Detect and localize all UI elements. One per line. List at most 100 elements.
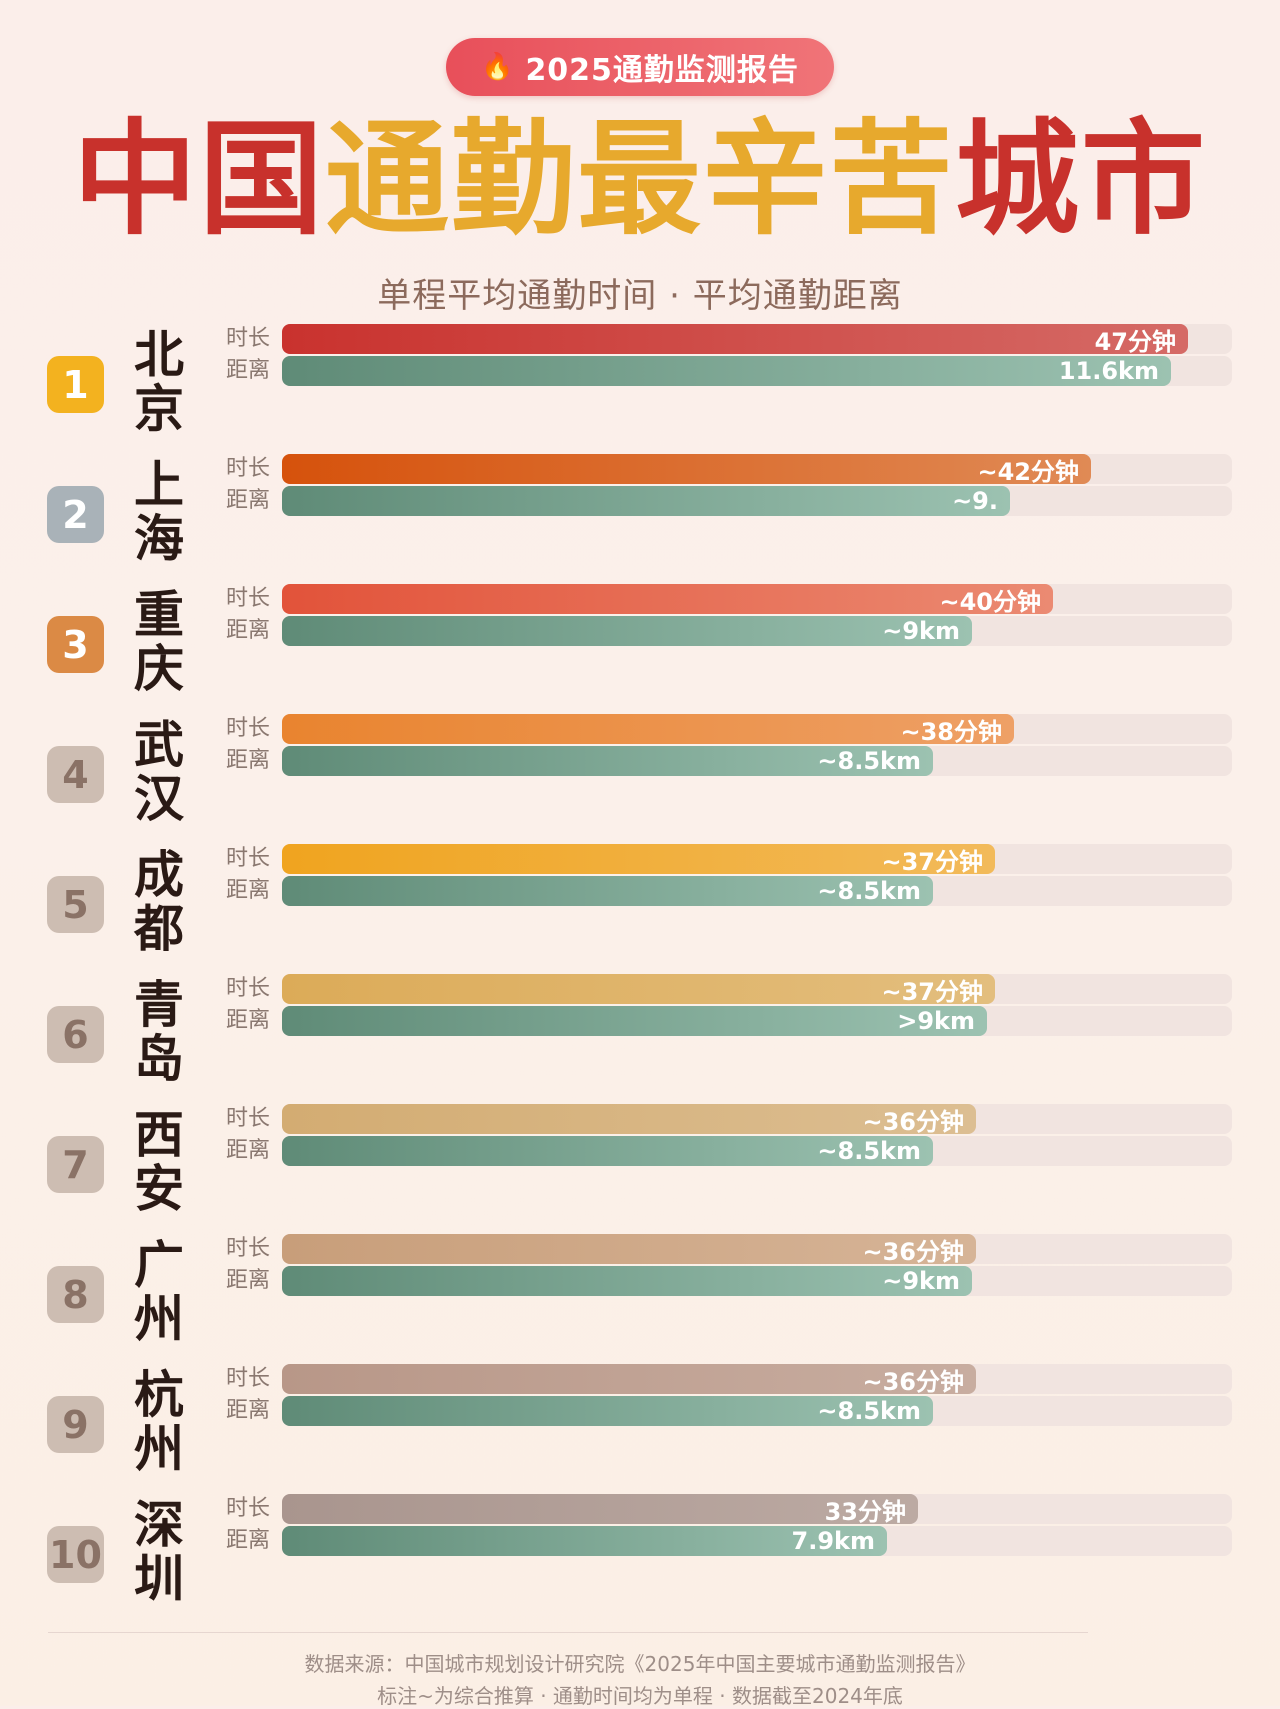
distance-value: 11.6km [1058, 357, 1159, 385]
fire-icon: 🔥 [481, 52, 514, 82]
distance-label: 距离 [226, 618, 271, 643]
time-label: 时长 [226, 846, 271, 871]
distance-bar: ~8.5km [282, 876, 933, 906]
chart-row: 3 重庆 时长 ~40分钟距离 ~9km [0, 584, 1280, 726]
time-track: ~38分钟 [282, 714, 1232, 746]
distance-bar: ~8.5km [282, 1136, 933, 1166]
rank-badge: 3 [47, 616, 104, 673]
time-label: 时长 [226, 456, 271, 481]
city-name: 武汉 [126, 718, 184, 826]
time-track: ~42分钟 [282, 454, 1232, 486]
distance-label: 距离 [226, 1268, 271, 1293]
rank-badge: 9 [47, 1396, 104, 1453]
distance-track: ~9. [282, 486, 1232, 516]
time-bar: ~40分钟 [282, 584, 1053, 616]
city-name: 重庆 [126, 588, 184, 696]
rank-badge: 4 [47, 746, 104, 803]
chart-row: 5 成都 时长 ~37分钟距离 ~8.5km [0, 844, 1280, 986]
rank-badge: 6 [47, 1006, 104, 1063]
time-value: ~36分钟 [862, 1107, 964, 1136]
time-value: ~37分钟 [881, 977, 983, 1006]
time-bar: ~36分钟 [282, 1104, 976, 1136]
time-value: ~37分钟 [881, 847, 983, 876]
footer-source: 数据来源：中国城市规划设计研究院《2025年中国主要城市通勤监测报告》 [304, 1652, 976, 1676]
time-label: 时长 [226, 1366, 271, 1391]
chart-row: 8 广州 时长 ~36分钟距离 ~9km [0, 1234, 1280, 1376]
distance-value: ~9km [882, 617, 960, 645]
chart-row: 2 上海 时长 ~42分钟 距离 ~9. [0, 454, 1280, 596]
chart-row: 9 杭州 时长 ~36分钟 距离 ~8.5km [0, 1364, 1280, 1506]
time-value: 47分钟 [1094, 327, 1176, 356]
time-track: ~36分钟 [282, 1104, 1232, 1136]
rank-badge: 8 [47, 1266, 104, 1323]
title-part-3: 城市 [955, 108, 1208, 252]
time-track: ~36分钟 [282, 1364, 1232, 1396]
time-label: 时长 [226, 1106, 271, 1131]
time-value: 33分钟 [824, 1497, 906, 1526]
time-label: 时长 [226, 326, 271, 351]
chart-row: 10 深圳 时长 33分钟 距离 7.9km [0, 1494, 1280, 1636]
distance-track: 11.6km [282, 356, 1232, 386]
title-part-1: 中国 [72, 108, 325, 252]
distance-label: 距离 [226, 1528, 271, 1553]
time-bar: ~37分钟 [282, 974, 995, 1006]
time-label: 时长 [226, 976, 271, 1001]
distance-bar: 7.9km [282, 1526, 887, 1556]
city-name: 广州 [126, 1238, 184, 1346]
time-value: ~36分钟 [862, 1237, 964, 1266]
time-bar: ~42分钟 [282, 454, 1091, 486]
page-title: 中国通勤最辛苦城市 [0, 118, 1280, 242]
distance-label: 距离 [226, 358, 271, 383]
city-name: 深圳 [126, 1498, 184, 1606]
footer-note: 标注~为综合推算 · 通勤时间均为单程 · 数据截至2024年底 [377, 1684, 903, 1708]
distance-label: 距离 [226, 748, 271, 773]
time-bar: ~36分钟 [282, 1364, 976, 1396]
rank-badge: 1 [47, 356, 104, 413]
city-name: 成都 [126, 848, 184, 956]
time-value: ~40分钟 [939, 587, 1041, 616]
distance-track: >9km [282, 1006, 1232, 1036]
chart-row: 6 青岛 时长 ~37分钟距离 >9km [0, 974, 1280, 1116]
time-label: 时长 [226, 716, 271, 741]
distance-bar: ~9km [282, 1266, 972, 1296]
distance-value: 7.9km [791, 1527, 875, 1555]
city-name: 西安 [126, 1108, 184, 1216]
city-name: 北京 [126, 328, 184, 436]
distance-value: ~8.5km [817, 747, 921, 775]
time-value: ~42分钟 [977, 457, 1079, 486]
rank-badge: 10 [47, 1526, 104, 1583]
city-name: 杭州 [126, 1368, 184, 1476]
distance-label: 距离 [226, 878, 271, 903]
distance-bar: >9km [282, 1006, 987, 1036]
distance-track: ~8.5km [282, 1136, 1232, 1166]
chart-row: 7 西安 时长 ~36分钟 距离 ~8.5km [0, 1104, 1280, 1246]
time-bar: 33分钟 [282, 1494, 918, 1526]
distance-value: >9km [897, 1007, 975, 1035]
distance-label: 距离 [226, 1398, 271, 1423]
chart-row: 4 武汉 时长 ~38分钟 距离 ~8.5km [0, 714, 1280, 856]
report-badge-text: 2025通勤监测报告 [525, 53, 799, 88]
rank-badge: 7 [47, 1136, 104, 1193]
time-bar: ~37分钟 [282, 844, 995, 876]
time-bar: ~38分钟 [282, 714, 1014, 746]
time-bar: 47分钟 [282, 324, 1188, 356]
title-part-2: 通勤最辛苦 [324, 108, 955, 252]
distance-bar: ~9km [282, 616, 972, 646]
time-label: 时长 [226, 586, 271, 611]
time-label: 时长 [226, 1236, 271, 1261]
time-track: ~37分钟 [282, 844, 1232, 876]
distance-value: ~8.5km [817, 1137, 921, 1165]
time-track: ~36分钟 [282, 1234, 1232, 1266]
distance-label: 距离 [226, 1008, 271, 1033]
distance-value: ~8.5km [817, 1397, 921, 1425]
distance-bar: ~9. [282, 486, 1010, 516]
city-name: 青岛 [126, 978, 184, 1086]
report-badge: 🔥 2025通勤监测报告 [446, 38, 834, 96]
chart-row: 1 北京 时长 47分钟距离 11.6km [0, 324, 1280, 466]
rank-badge: 5 [47, 876, 104, 933]
distance-bar: ~8.5km [282, 746, 933, 776]
distance-track: ~8.5km [282, 876, 1232, 906]
distance-track: 7.9km [282, 1526, 1232, 1556]
distance-track: ~9km [282, 616, 1232, 646]
time-bar: ~36分钟 [282, 1234, 976, 1266]
